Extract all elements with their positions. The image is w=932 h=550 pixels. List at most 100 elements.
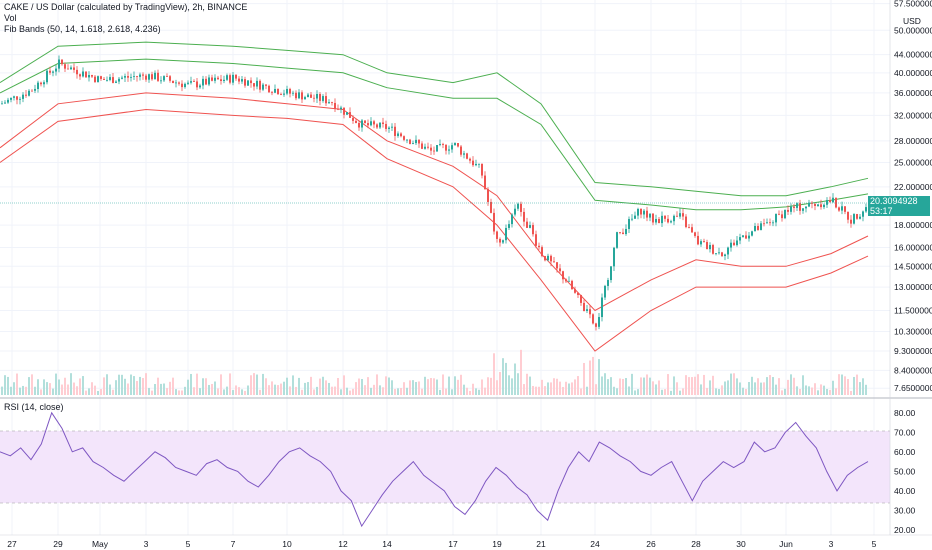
volume-bar: [148, 387, 150, 395]
volume-bar: [328, 382, 330, 395]
candle-body: [166, 76, 168, 77]
time-tick-label: 26: [646, 539, 656, 549]
volume-bar: [55, 373, 57, 395]
price-tick-label: 13.0000000: [894, 282, 932, 292]
volume-bar: [433, 378, 435, 395]
candle-body: [721, 252, 723, 257]
candle-body: [805, 206, 807, 209]
candle-body: [493, 212, 495, 232]
candle-body: [607, 280, 609, 286]
volume-bar: [625, 378, 627, 395]
candle-body: [430, 147, 432, 151]
candle-body: [679, 213, 681, 217]
volume-bar: [214, 381, 216, 395]
candle-body: [148, 74, 150, 80]
candle-body: [307, 94, 309, 98]
volume-bar: [793, 377, 795, 395]
volume-bar: [265, 378, 267, 395]
candle-body: [682, 213, 684, 217]
volume-bar: [598, 359, 600, 395]
candle-body: [175, 82, 177, 84]
time-tick-label: 27: [7, 539, 17, 549]
volume-bar: [730, 373, 732, 395]
price-tick-label: 28.0000000: [894, 136, 932, 146]
volume-bar: [37, 379, 39, 395]
volume-bar: [763, 382, 765, 395]
volume-bar: [379, 385, 381, 395]
candle-body: [514, 208, 516, 215]
volume-bar: [274, 384, 276, 395]
volume-bar: [223, 389, 225, 395]
volume-bar: [565, 381, 567, 395]
price-tick-label: 14.5000000: [894, 261, 932, 271]
volume-bar: [118, 374, 120, 395]
time-tick-label: 24: [590, 539, 600, 549]
candle-body: [394, 126, 396, 136]
rsi-axis[interactable]: 80.00 70.00 60.00 50.00 40.00 30.00 20.00: [894, 408, 916, 535]
volume-bar: [841, 374, 843, 395]
volume-bar: [4, 375, 6, 395]
volume-bar: [757, 378, 759, 395]
volume-bar: [811, 387, 813, 395]
volume-bar: [829, 389, 831, 395]
volume-bar: [475, 388, 477, 395]
volume-bar: [253, 373, 255, 395]
volume-bar: [427, 379, 429, 395]
volume-bar: [373, 384, 375, 395]
candle-body: [850, 219, 852, 224]
candle-body: [733, 242, 735, 246]
volume-bar: [136, 381, 138, 395]
volume-bar: [40, 389, 42, 395]
candle-body: [652, 213, 654, 223]
candle-body: [331, 102, 333, 103]
currency-label: USD: [903, 16, 921, 26]
candle-body: [169, 76, 171, 81]
volume-bar: [553, 378, 555, 395]
candle-body: [178, 82, 180, 84]
volume-bar: [808, 386, 810, 395]
volume-bar: [82, 376, 84, 395]
candle-body: [742, 235, 744, 238]
volume-bar: [394, 388, 396, 395]
volume-bar: [217, 388, 219, 395]
volume-bar: [508, 375, 510, 395]
fib-bands-legend[interactable]: Fib Bands (50, 14, 1.618, 2.618, 4.236): [4, 24, 161, 34]
volume-legend[interactable]: Vol: [4, 13, 17, 23]
candle-body: [106, 79, 108, 81]
volume-bar: [181, 390, 183, 395]
volume-bar: [358, 378, 360, 395]
candle-body: [196, 81, 198, 88]
candle-body: [463, 153, 465, 155]
candle-body: [688, 227, 690, 228]
candle-body: [661, 215, 663, 224]
candle-body: [184, 83, 186, 88]
symbol-legend[interactable]: CAKE / US Dollar (calculated by TradingV…: [4, 2, 248, 12]
candle-body: [49, 70, 51, 73]
candle-body: [16, 96, 18, 100]
volume-bar: [25, 386, 27, 395]
candle-body: [529, 225, 531, 228]
time-axis[interactable]: 27 29 May 3 5 7 10 12 14 17 19 21 24 26 28 30 Jun 3 5: [7, 539, 876, 549]
price-tick-label: 25.0000000: [894, 157, 932, 167]
volume-bar: [172, 377, 174, 395]
candle-body: [523, 211, 525, 222]
volume-bar: [616, 388, 618, 395]
volume-bar: [205, 378, 207, 395]
price-axis[interactable]: 57.5000000 50.0000000 44.0000000 40.0000000…: [894, 0, 932, 393]
candle-body: [121, 77, 123, 79]
volume-bar: [466, 387, 468, 395]
candle-body: [427, 146, 429, 148]
volume-bar: [532, 385, 534, 395]
price-tick-label: 8.4000000: [894, 365, 932, 375]
candle-body: [460, 146, 462, 155]
time-tick-label: 7: [231, 539, 236, 549]
volume-bar: [562, 386, 564, 395]
rsi-legend[interactable]: RSI (14, close): [4, 402, 64, 412]
candle-body: [88, 75, 90, 78]
volume-bar: [331, 386, 333, 395]
volume-bar: [751, 376, 753, 395]
candle-body: [388, 127, 390, 129]
candle-body: [841, 206, 843, 211]
candle-body: [298, 92, 300, 99]
